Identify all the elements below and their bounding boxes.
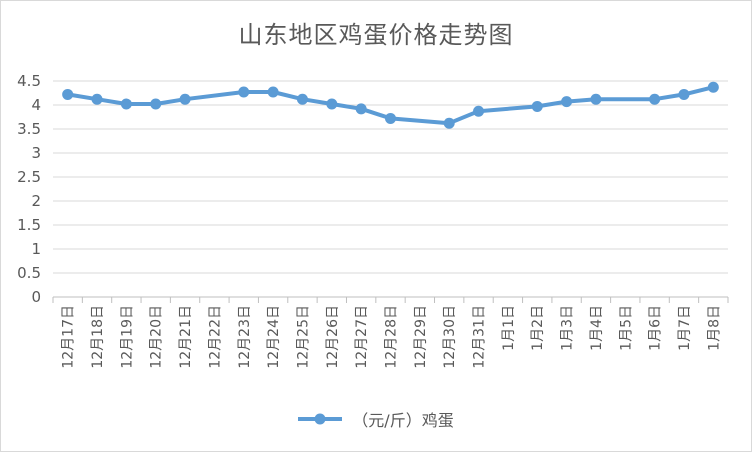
data-point: [267, 86, 279, 98]
x-tick-label: 1月2日: [530, 305, 546, 351]
chart-title: 山东地区鸡蛋价格走势图: [238, 21, 514, 49]
y-tick-label: 3: [31, 144, 41, 162]
x-tick-label: 1月1日: [501, 305, 517, 351]
data-point: [120, 98, 132, 110]
x-tick-label: 12月18日: [90, 305, 106, 369]
y-tick-label: 2: [31, 192, 41, 210]
y-tick-label: 0: [31, 288, 41, 306]
data-point: [91, 93, 103, 105]
x-tick-label: 12月25日: [295, 305, 311, 369]
x-tick-label: 12月24日: [266, 305, 282, 369]
legend: （元/斤）鸡蛋: [1, 407, 751, 431]
data-point: [150, 98, 162, 110]
x-tick-label: 12月27日: [354, 305, 370, 369]
y-tick-label: 4.5: [17, 72, 41, 90]
x-tick-label: 12月26日: [325, 305, 341, 369]
data-point: [443, 117, 455, 129]
data-point: [296, 93, 308, 105]
x-tick-label: 12月20日: [149, 305, 165, 369]
x-tick-label: 1月8日: [706, 305, 722, 351]
y-tick-label: 1: [31, 240, 41, 258]
y-tick-label: 2.5: [17, 168, 41, 186]
x-tick-label: 12月29日: [413, 305, 429, 369]
data-point: [62, 88, 74, 100]
x-tick-label: 1月4日: [589, 305, 605, 351]
data-point: [385, 112, 396, 124]
data-point: [355, 103, 367, 115]
data-point: [326, 98, 338, 110]
x-tick-label: 12月19日: [119, 305, 135, 369]
data-point: [649, 93, 661, 105]
x-tick-label: 12月22日: [207, 305, 223, 369]
y-tick-label: 3.5: [17, 120, 41, 138]
x-tick-label: 12月17日: [61, 305, 77, 369]
y-tick-label: 0.5: [17, 264, 41, 282]
x-tick-label: 1月7日: [677, 305, 693, 351]
data-point: [473, 105, 485, 117]
data-point: [590, 93, 602, 105]
x-tick-label: 1月5日: [618, 305, 634, 351]
x-tick-label: 12月28日: [384, 305, 400, 369]
y-tick-label: 4: [31, 96, 41, 114]
x-tick-label: 12月21日: [178, 305, 194, 369]
x-tick-label: 1月6日: [648, 305, 664, 351]
y-tick-label: 1.5: [17, 216, 41, 234]
data-point: [531, 100, 543, 112]
data-point: [179, 93, 191, 105]
x-tick-label: 12月31日: [472, 305, 488, 369]
data-point: [707, 81, 719, 93]
data-point: [561, 96, 573, 108]
legend-marker: [298, 413, 343, 425]
x-tick-label: 12月23日: [237, 305, 253, 369]
data-point: [678, 88, 690, 100]
x-tick-label: 12月30日: [442, 305, 458, 369]
x-tick-label: 1月3日: [560, 305, 576, 351]
data-point: [238, 86, 250, 98]
legend-label: （元/斤）鸡蛋: [352, 411, 454, 430]
